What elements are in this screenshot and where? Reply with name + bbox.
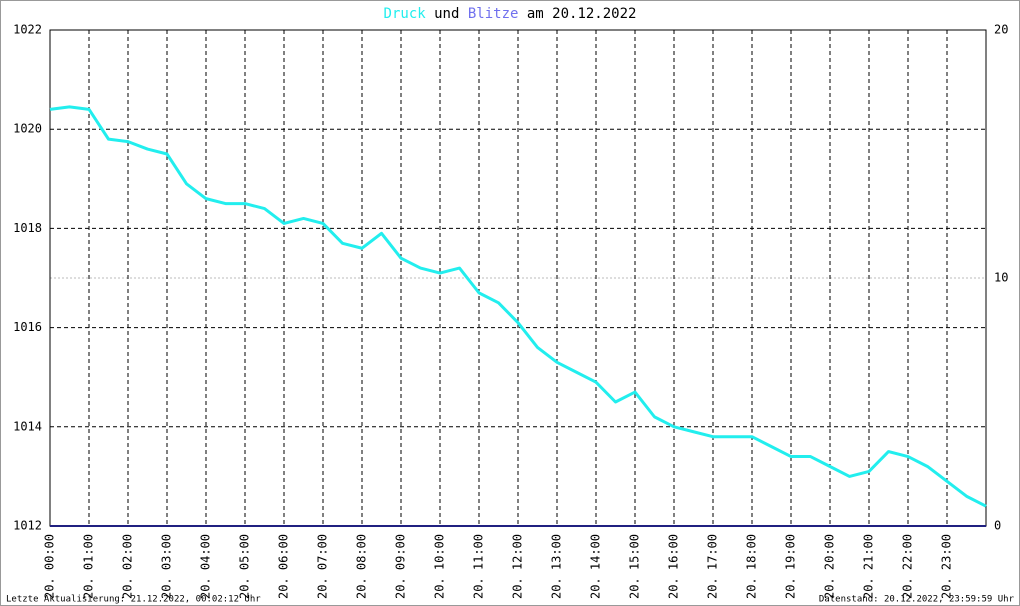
y-tick-label: 1016: [13, 320, 42, 334]
x-tick-label: 20. 07:00: [316, 534, 330, 599]
x-tick-label: 20. 13:00: [550, 534, 564, 599]
y-tick-label: 1012: [13, 519, 42, 533]
y2-tick-label: 20: [994, 23, 1008, 37]
x-tick-label: 20. 06:00: [277, 534, 291, 599]
x-tick-label: 20. 21:00: [862, 534, 876, 599]
x-tick-label: 20. 00:00: [43, 534, 57, 599]
title-series-druck: Druck: [384, 6, 427, 22]
series-line: [49, 105, 987, 508]
x-tick-label: 20. 04:00: [199, 534, 213, 599]
title-and: und: [434, 6, 459, 22]
x-tick-label: 20. 10:00: [433, 534, 447, 599]
y-tick-label: 1022: [13, 23, 42, 37]
x-tick-label: 20. 05:00: [238, 534, 252, 599]
title-series-blitze: Blitze: [468, 6, 519, 22]
x-tick-label: 20. 03:00: [160, 534, 174, 599]
y-tick-label: 1018: [13, 221, 42, 235]
x-tick-label: 20. 16:00: [667, 534, 681, 599]
x-tick-label: 20. 02:00: [121, 534, 135, 599]
x-tick-label: 20. 11:00: [472, 534, 486, 599]
y2-tick-label: 0: [994, 519, 1001, 533]
x-tick-label: 20. 09:00: [394, 534, 408, 599]
x-tick-label: 20. 14:00: [589, 534, 603, 599]
x-tick-label: 20. 12:00: [511, 534, 525, 599]
x-tick-label: 20. 20:00: [823, 534, 837, 599]
y-tick-label: 1014: [13, 419, 42, 433]
x-tick-label: 20. 22:00: [901, 534, 915, 599]
footer-right: Datenstand: 20.12.2022, 23:59:59 Uhr: [819, 595, 1015, 605]
footer-left: Letzte Aktualisierung: 21.12.2022, 00:02…: [6, 595, 261, 605]
title-date: am 20.12.2022: [527, 6, 637, 22]
x-tick-label: 20. 19:00: [784, 534, 798, 599]
x-tick-label: 20. 17:00: [706, 534, 720, 599]
x-tick-label: 20. 15:00: [628, 534, 642, 599]
x-tick-label: 20. 01:00: [82, 534, 96, 599]
x-tick-label: 20. 23:00: [940, 534, 954, 599]
y2-tick-label: 10: [994, 271, 1008, 285]
y-tick-label: 1020: [13, 122, 42, 136]
x-tick-label: 20. 08:00: [355, 534, 369, 599]
x-tick-label: 20. 18:00: [745, 534, 759, 599]
chart-title: Druck und Blitze am 20.12.2022: [384, 6, 637, 22]
